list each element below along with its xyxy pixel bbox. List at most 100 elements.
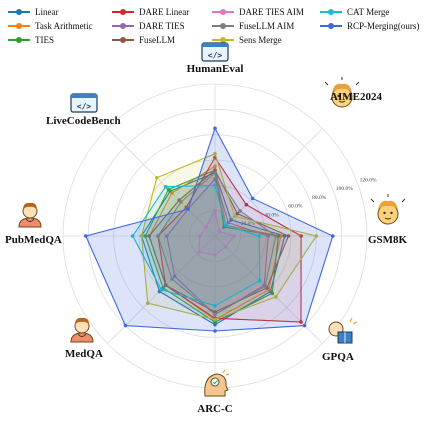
data-point bbox=[213, 164, 217, 169]
ring-tick-label: 40.0% bbox=[265, 212, 280, 218]
data-point bbox=[213, 310, 217, 314]
axis-label: MedQA bbox=[65, 348, 103, 360]
data-point bbox=[213, 312, 217, 317]
data-point bbox=[197, 250, 201, 254]
legend-swatch bbox=[212, 7, 234, 17]
legend-label: TIES bbox=[35, 35, 54, 45]
legend-swatch bbox=[112, 21, 134, 31]
axis-label: GSM8K bbox=[368, 234, 408, 246]
legend-label: DARE Linear bbox=[139, 7, 190, 17]
thinking-face-icon bbox=[370, 194, 406, 225]
data-point bbox=[213, 151, 217, 156]
data-point bbox=[257, 278, 262, 283]
axis-label: ARC-C bbox=[197, 403, 232, 415]
legend-label: Linear bbox=[35, 7, 59, 17]
axis-label: PubMedQA bbox=[5, 234, 62, 246]
data-point bbox=[130, 234, 135, 238]
legend-swatch bbox=[320, 21, 342, 31]
data-point bbox=[223, 223, 228, 228]
series-area bbox=[85, 126, 334, 332]
ring-tick-label: 120.0% bbox=[360, 177, 377, 183]
legend-label: CAT Merge bbox=[347, 7, 390, 17]
data-point bbox=[172, 274, 177, 279]
axis-label: HumanEval bbox=[187, 63, 244, 75]
doctor-icon bbox=[70, 317, 94, 343]
legend-swatch bbox=[212, 35, 234, 45]
data-point bbox=[250, 196, 255, 201]
data-point bbox=[123, 323, 128, 328]
data-point bbox=[213, 168, 217, 172]
data-point bbox=[238, 209, 242, 213]
legend-item: FuseLLM bbox=[112, 34, 175, 46]
data-point bbox=[146, 301, 150, 305]
doctor-icon bbox=[18, 202, 42, 228]
data-point bbox=[257, 234, 262, 238]
data-point bbox=[302, 323, 307, 328]
grid-spoke bbox=[107, 128, 216, 237]
data-point bbox=[232, 234, 236, 238]
legend-swatch bbox=[8, 21, 30, 31]
data-point bbox=[213, 126, 217, 131]
data-point bbox=[198, 234, 202, 238]
legend-swatch bbox=[8, 7, 30, 17]
legend-item: TIES bbox=[8, 34, 54, 46]
legend-item: RCP-Merging(ours) bbox=[320, 20, 419, 32]
axis-label: GPQA bbox=[322, 351, 354, 363]
data-point bbox=[165, 234, 169, 238]
ring-tick-label: 60.0% bbox=[288, 204, 303, 210]
data-point bbox=[226, 220, 231, 225]
code-icon: </> bbox=[201, 42, 229, 62]
legend-item: Sens Merge bbox=[212, 34, 282, 46]
legend-item: Linear bbox=[8, 6, 58, 18]
data-point bbox=[331, 234, 335, 238]
data-point bbox=[235, 211, 240, 216]
code-icon: </> bbox=[70, 93, 98, 113]
legend-item: Task Arithmetic bbox=[8, 20, 93, 32]
data-point bbox=[170, 191, 174, 195]
data-point bbox=[276, 234, 281, 238]
data-point bbox=[213, 183, 217, 188]
data-point bbox=[213, 208, 217, 213]
ring-tick-label: 100.0% bbox=[336, 186, 353, 192]
data-point bbox=[84, 234, 88, 238]
data-point bbox=[213, 322, 217, 327]
data-point bbox=[217, 229, 222, 234]
data-point bbox=[213, 329, 217, 333]
legend-item: DARE Linear bbox=[112, 6, 189, 18]
svg-text:</>: </> bbox=[77, 102, 92, 111]
legend-swatch bbox=[112, 35, 134, 45]
data-point bbox=[156, 234, 160, 238]
data-point bbox=[213, 320, 217, 324]
data-point bbox=[179, 200, 183, 204]
data-point bbox=[274, 234, 278, 238]
data-point bbox=[299, 234, 303, 238]
legend-swatch bbox=[212, 21, 234, 31]
legend-item: DARE TIES bbox=[112, 20, 185, 32]
data-point bbox=[170, 277, 174, 281]
data-point bbox=[232, 214, 237, 219]
data-point bbox=[163, 184, 168, 189]
legend-label: FuseLLM AIM bbox=[239, 21, 295, 31]
data-point bbox=[159, 287, 164, 292]
axis-label: AIME2024 bbox=[330, 91, 382, 103]
data-point bbox=[147, 234, 151, 238]
legend-item: FuseLLM AIM bbox=[212, 20, 294, 32]
data-point bbox=[213, 177, 217, 181]
data-point bbox=[266, 234, 271, 238]
legend-item: DARE TIES AIM bbox=[212, 6, 304, 18]
legend-label: RCP-Merging(ours) bbox=[347, 21, 420, 31]
reading-person-icon bbox=[328, 317, 358, 344]
axis-label: LiveCodeBench bbox=[46, 115, 121, 127]
data-point bbox=[299, 320, 303, 324]
thinking-head-icon bbox=[204, 369, 230, 397]
legend-swatch bbox=[320, 7, 342, 17]
data-point bbox=[263, 284, 267, 288]
legend-label: Task Arithmetic bbox=[35, 21, 93, 31]
legend-label: Sens Merge bbox=[239, 35, 282, 45]
data-point bbox=[270, 291, 275, 296]
data-point bbox=[213, 317, 217, 322]
data-point bbox=[223, 244, 228, 249]
legend-swatch bbox=[112, 7, 134, 17]
data-point bbox=[163, 283, 168, 288]
